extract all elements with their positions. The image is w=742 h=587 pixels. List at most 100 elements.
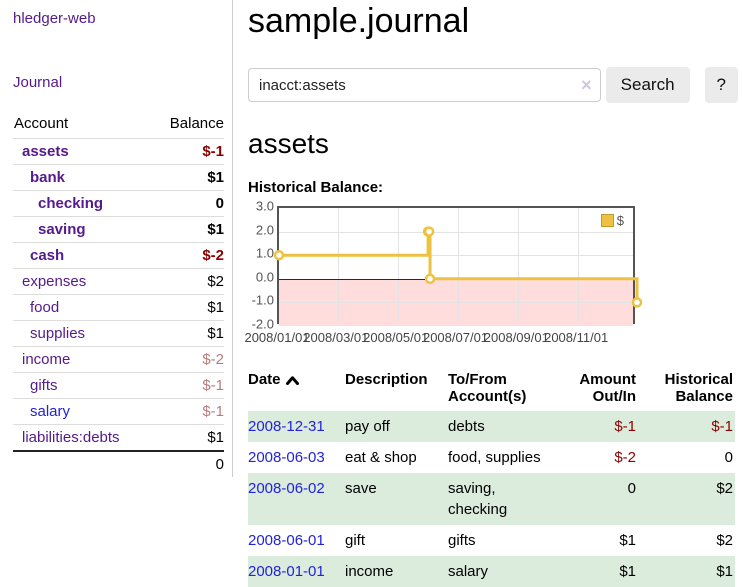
transaction-balance: $2: [716, 480, 733, 497]
transaction-date-link[interactable]: 2008-06-02: [248, 480, 325, 497]
y-axis-tick-label: 0.0: [255, 269, 274, 285]
h-gridline: [279, 231, 633, 233]
account-link-income[interactable]: income: [22, 351, 71, 368]
legend-swatch-icon: [600, 214, 614, 227]
account-balance: $2: [151, 268, 224, 295]
chart-plot-area[interactable]: $: [273, 206, 643, 326]
account-link-checking[interactable]: checking: [38, 195, 104, 212]
v-gridline: [457, 208, 459, 322]
account-link-bank[interactable]: bank: [30, 169, 66, 186]
account-balance: $1: [151, 164, 224, 191]
search-button[interactable]: Search: [605, 67, 690, 103]
transaction-description: pay off: [345, 418, 390, 435]
transaction-row: 2008-01-01 income salary $1 $1: [248, 556, 735, 587]
transaction-accounts: gifts: [448, 532, 476, 549]
y-axis-tick-label: -2.0: [251, 316, 274, 332]
account-row-food: food $1: [13, 294, 224, 321]
balance-line-series: [273, 226, 643, 308]
account-balance: $-1: [151, 398, 224, 425]
x-axis-tick-label: 2008/03/01: [303, 330, 369, 345]
balance-column-header: Balance: [169, 115, 224, 132]
column-header-amount: Amount Out/In: [579, 371, 636, 405]
transaction-amount: $-1: [614, 418, 636, 435]
accounts-column-header: Account: [14, 115, 69, 132]
account-link-cash[interactable]: cash: [30, 247, 65, 264]
transaction-row: 2008-06-02 save saving, checking 0 $2: [248, 473, 735, 525]
transaction-balance: 0: [724, 449, 733, 466]
h-gridline: [279, 255, 633, 257]
transaction-row: 2008-06-03 eat & shop food, supplies $-2…: [248, 442, 735, 473]
account-balance: $-1: [151, 372, 224, 399]
account-link-assets[interactable]: assets: [22, 143, 69, 160]
account-row-expenses: expenses $2: [13, 268, 224, 295]
account-balance: $1: [151, 216, 224, 243]
account-row-salary: salary $-1: [13, 398, 224, 425]
transaction-amount: $-2: [614, 449, 636, 466]
chart-caption: Historical Balance:: [248, 179, 384, 196]
chart-point: [273, 249, 285, 261]
transaction-accounts: salary: [448, 563, 489, 580]
column-header-description: Description: [345, 371, 428, 388]
accounts-total-balance: 0: [151, 450, 224, 477]
clear-search-icon[interactable]: ×: [581, 75, 592, 95]
historical-balance-chart: $ 3.0 2.0 1.0 0.0 -1.0 -2.0 2008/01/01 2008/03/…: [244, 199, 738, 346]
account-link-liabilities-debts[interactable]: liabilities:debts: [22, 429, 120, 446]
x-axis-tick-label: 2008/11/01: [544, 330, 609, 345]
account-balance: $-2: [151, 242, 224, 269]
v-gridline: [397, 208, 399, 322]
transaction-date-link[interactable]: 2008-06-01: [248, 532, 325, 549]
column-header-date: Date: [248, 368, 345, 411]
transaction-row: 2008-06-01 gift gifts $1 $2: [248, 525, 735, 556]
sort-ascending-icon: [285, 372, 299, 389]
transactions-table: Date Description To/From Account(s) Amou…: [248, 368, 735, 587]
transaction-accounts: debts: [448, 418, 485, 435]
legend-label: $: [616, 213, 624, 228]
chart-line: [279, 230, 639, 303]
account-balance: $-2: [151, 346, 224, 373]
h-gridline: [279, 302, 633, 304]
transaction-balance: $2: [716, 532, 733, 549]
account-link-gifts[interactable]: gifts: [30, 377, 58, 394]
account-balance: $1: [151, 320, 224, 347]
transaction-date-link[interactable]: 2008-06-03: [248, 449, 325, 466]
account-row-checking: checking 0: [13, 190, 224, 217]
transaction-amount: 0: [627, 480, 636, 497]
chart-legend: $: [600, 213, 624, 228]
account-link-expenses[interactable]: expenses: [22, 273, 87, 290]
y-axis-tick-label: -1.0: [251, 292, 274, 308]
sidebar-item-journal[interactable]: Journal: [13, 74, 63, 91]
transaction-date-link[interactable]: 2008-12-31: [248, 418, 325, 435]
search-input[interactable]: [248, 68, 601, 102]
transaction-description: eat & shop: [345, 449, 417, 466]
account-page-title: assets: [248, 128, 329, 159]
account-row-assets: assets $-1: [13, 138, 224, 165]
account-row-gifts: gifts $-1: [13, 372, 224, 399]
transaction-description: income: [345, 563, 394, 580]
x-axis-tick-label: 2008/07/01: [422, 330, 489, 345]
page-title: sample.journal: [248, 2, 470, 40]
column-header-accounts: To/From Account(s): [448, 371, 527, 405]
help-button[interactable]: ?: [704, 67, 738, 103]
account-link-saving[interactable]: saving: [38, 221, 86, 238]
sidebar: hledger-web Journal Account Balance asse…: [0, 0, 233, 477]
transaction-balance: $1: [716, 563, 733, 580]
main-content: sample.journal × Search ? assets Histori…: [244, 0, 738, 587]
x-axis-tick-label: 2008/05/01: [363, 330, 429, 345]
y-axis-tick-label: 1.0: [255, 245, 274, 261]
account-link-food[interactable]: food: [30, 299, 60, 316]
transaction-row: 2008-12-31 pay off debts $-1 $-1: [248, 411, 735, 442]
account-row-liabilities-debts: liabilities:debts $1: [13, 424, 224, 451]
account-balance: $1: [151, 294, 224, 321]
account-balance: 0: [151, 190, 224, 217]
app-title-link[interactable]: hledger-web: [13, 10, 96, 27]
account-row-supplies: supplies $1: [13, 320, 224, 347]
account-link-salary[interactable]: salary: [30, 403, 71, 420]
account-link-supplies[interactable]: supplies: [30, 325, 86, 342]
v-gridline: [337, 208, 339, 322]
chart-point: [631, 297, 643, 308]
chart-point: [423, 226, 435, 237]
account-row-income: income $-2: [13, 346, 224, 373]
transaction-amount: $1: [619, 532, 636, 549]
transaction-date-link[interactable]: 2008-01-01: [248, 563, 325, 580]
account-row-bank: bank $1: [13, 164, 224, 191]
